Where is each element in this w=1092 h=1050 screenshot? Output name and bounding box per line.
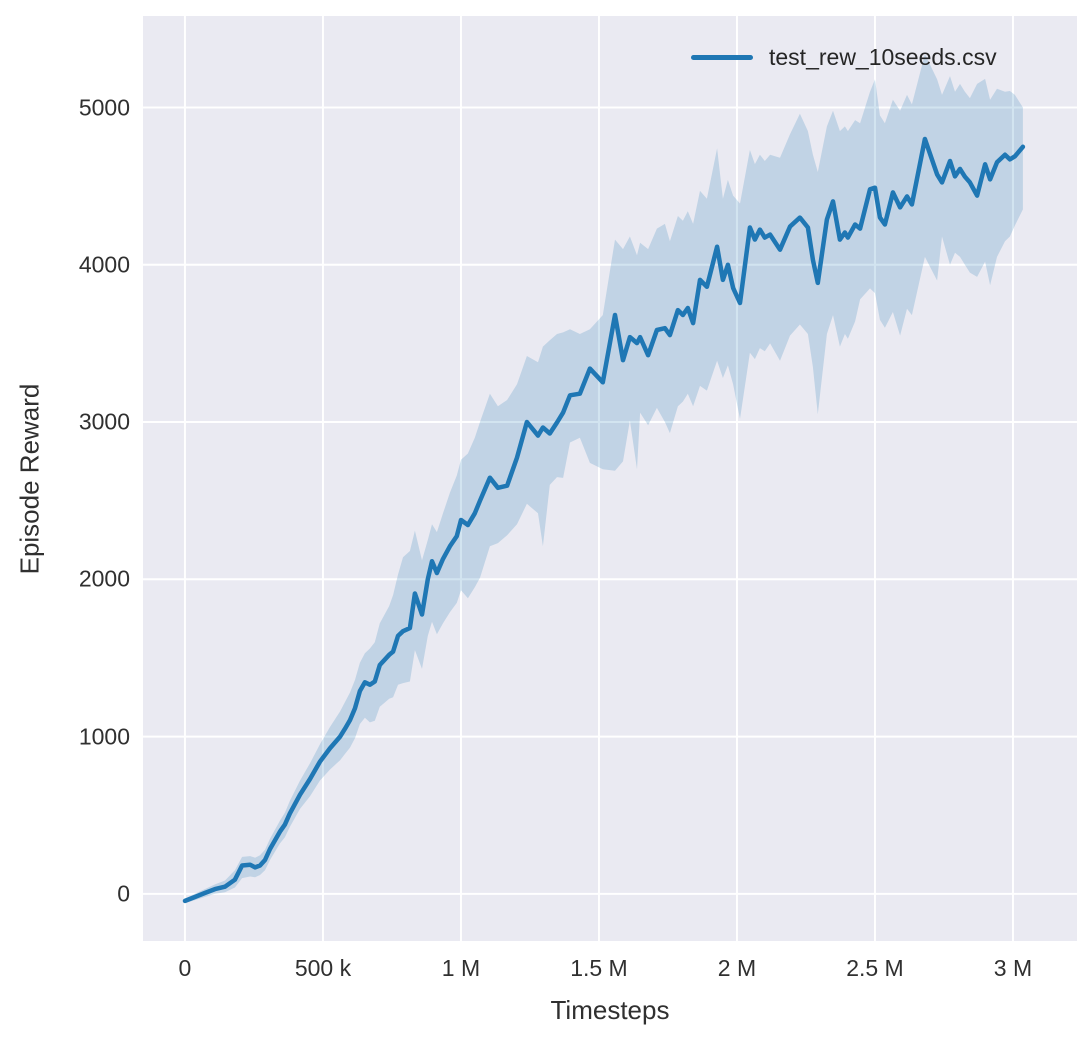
- y-tick-label: 5000: [78, 94, 130, 121]
- x-tick-label: 2 M: [717, 955, 757, 981]
- chart-canvas: [143, 16, 1077, 941]
- y-axis-label: Episode Reward: [14, 383, 45, 575]
- x-tick-label: 1.5 M: [570, 955, 628, 981]
- legend: test_rew_10seeds.csv: [691, 44, 997, 71]
- x-tick-label: 2.5 M: [846, 955, 904, 981]
- x-tick-label: 0: [178, 955, 192, 981]
- y-tick-label: 0: [117, 880, 130, 907]
- y-tick-label: 1000: [78, 723, 130, 750]
- legend-label: test_rew_10seeds.csv: [769, 44, 997, 70]
- x-tick-label: 500 k: [294, 955, 352, 981]
- plot-area: test_rew_10seeds.csv: [143, 16, 1077, 941]
- legend-line-swatch: [691, 55, 753, 60]
- y-tick-label: 2000: [78, 565, 130, 592]
- x-tick-label: 1 M: [441, 955, 481, 981]
- y-tick-label: 3000: [78, 408, 130, 435]
- y-tick-label: 4000: [78, 251, 130, 278]
- x-axis-label: Timesteps: [550, 995, 670, 1025]
- mean-reward-line: [182, 136, 1026, 904]
- x-tick-label: 3 M: [993, 955, 1033, 981]
